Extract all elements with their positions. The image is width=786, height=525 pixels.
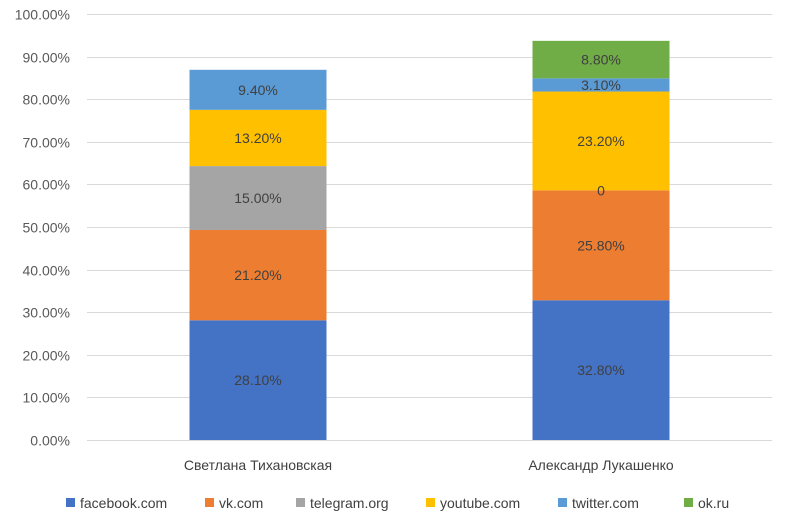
legend-swatch xyxy=(558,498,567,507)
data-label: 28.10% xyxy=(234,372,281,388)
data-label: 8.80% xyxy=(581,52,621,68)
category-label: Александр Лукашенко xyxy=(528,457,674,473)
legend-label: ok.ru xyxy=(698,495,729,511)
data-label: 3.10% xyxy=(581,77,621,93)
legend-item-ok-ru: ok.ru xyxy=(684,495,729,511)
data-label: 13.20% xyxy=(234,130,281,146)
legend-swatch xyxy=(296,498,305,507)
bar-segment-vk-com xyxy=(532,190,670,301)
legend-swatch xyxy=(426,498,435,507)
data-label: 9.40% xyxy=(238,82,278,98)
legend-swatch xyxy=(684,498,693,507)
y-tick-label: 100.00% xyxy=(15,7,70,23)
y-tick-label: 10.00% xyxy=(23,390,70,406)
bar-segment-youtube-com xyxy=(189,109,327,167)
data-label: 15.00% xyxy=(234,190,281,206)
bar-segment-youtube-com xyxy=(532,91,670,191)
bar-segment-twitter-com xyxy=(532,78,670,92)
legend-item-vk-com: vk.com xyxy=(205,495,263,511)
legend-item-facebook-com: facebook.com xyxy=(66,495,167,511)
data-label: 0 xyxy=(597,182,605,198)
y-tick-label: 40.00% xyxy=(23,263,70,279)
x-axis-category-labels: Светлана Тихановская Александр Лукашенко xyxy=(184,457,674,473)
data-label: 21.20% xyxy=(234,267,281,283)
legend-label: youtube.com xyxy=(440,495,520,511)
legend-swatch xyxy=(66,498,75,507)
y-tick-label: 30.00% xyxy=(23,305,70,321)
bar-segment-facebook-com xyxy=(532,300,670,440)
bar-segment-ok-ru xyxy=(532,40,670,79)
legend-item-telegram-org: telegram.org xyxy=(296,495,389,511)
data-label: 25.80% xyxy=(577,237,624,253)
y-tick-label: 20.00% xyxy=(23,348,70,364)
bar-segment-telegram-org xyxy=(189,166,327,230)
y-axis-tick-labels: 0.00% 10.00% 20.00% 30.00% 40.00% 50.00% 60.00… xyxy=(15,7,70,449)
data-label: 23.20% xyxy=(577,133,624,149)
category-label: Светлана Тихановская xyxy=(184,457,332,473)
y-tick-label: 0.00% xyxy=(30,433,70,449)
data-labels: 28.10% 21.20% 15.00% 13.20% 9.40% 32.80% 25.80… xyxy=(234,52,624,389)
y-tick-label: 50.00% xyxy=(23,220,70,236)
data-label: 32.80% xyxy=(577,362,624,378)
bar-segment-vk-com xyxy=(189,229,327,321)
legend-label: vk.com xyxy=(219,495,263,511)
legend-label: telegram.org xyxy=(310,495,389,511)
legend-item-youtube-com: youtube.com xyxy=(426,495,520,511)
legend: facebook.com vk.com telegram.org youtube.co… xyxy=(66,495,729,511)
bar-segment-twitter-com xyxy=(189,69,327,110)
legend-label: facebook.com xyxy=(80,495,167,511)
y-tick-label: 70.00% xyxy=(23,135,70,151)
legend-swatch xyxy=(205,498,214,507)
bar-segment-facebook-com xyxy=(189,320,327,440)
legend-item-twitter-com: twitter.com xyxy=(558,495,639,511)
y-tick-label: 80.00% xyxy=(23,92,70,108)
bars xyxy=(189,40,670,440)
y-tick-label: 60.00% xyxy=(23,177,70,193)
legend-label: twitter.com xyxy=(572,495,639,511)
y-tick-label: 90.00% xyxy=(23,50,70,66)
